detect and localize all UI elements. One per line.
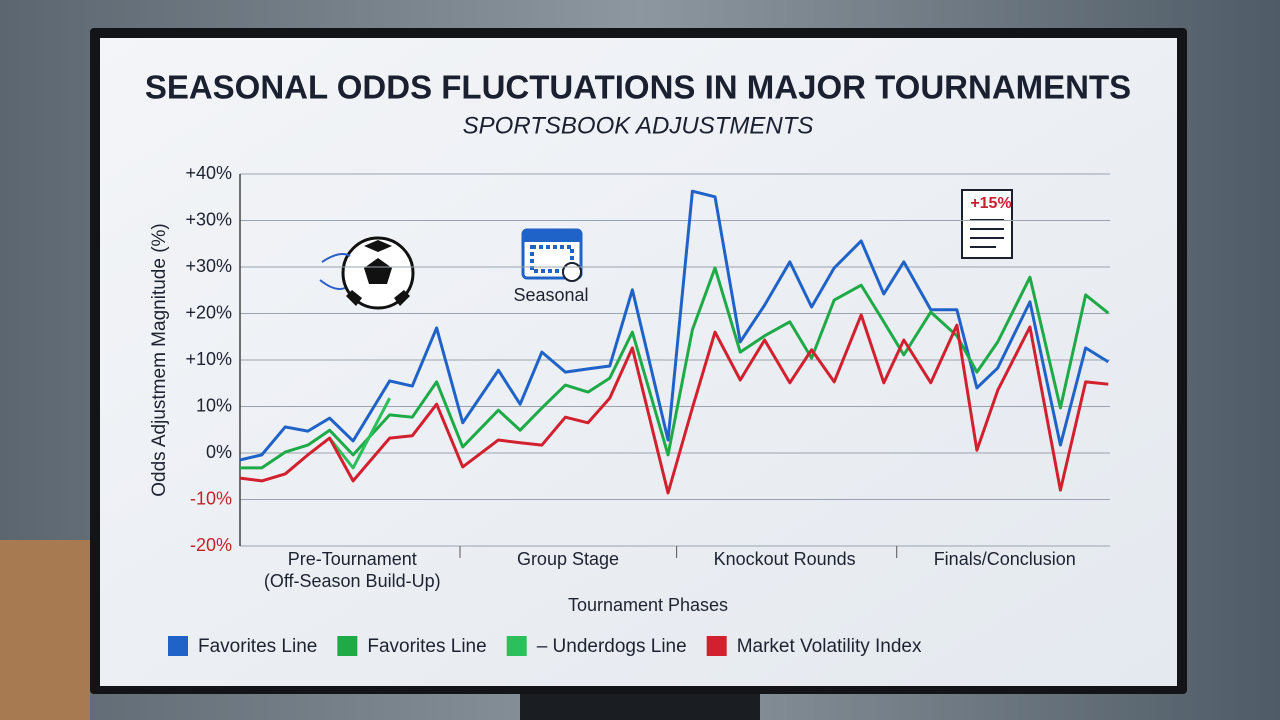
monitor-stand	[520, 690, 760, 720]
x-tick-label: Group Stage	[517, 549, 619, 569]
chair	[0, 540, 90, 720]
y-tick-label: 0%	[206, 442, 232, 462]
series-line	[239, 189, 1110, 462]
document-icon	[961, 189, 1013, 259]
legend-label: Favorites Line	[198, 636, 317, 657]
annotation: +15%	[970, 195, 1011, 212]
x-tick-label: Knockout Rounds	[714, 549, 856, 569]
x-axis-label: Tournament Phases	[568, 595, 728, 615]
legend-swatch	[706, 636, 727, 656]
x-tick-line: (Off-Season Build-Up)	[264, 571, 441, 591]
y-tick-label: -10%	[190, 488, 232, 508]
legend-swatch	[168, 636, 188, 656]
series-line	[328, 397, 391, 470]
x-tick-line: Finals/Conclusion	[934, 549, 1076, 569]
legend-label: Market Volatility Index	[737, 636, 922, 657]
chart-subtitle: SPORTSBOOK ADJUSTMENTS	[463, 112, 814, 139]
y-tick-label: 10%	[196, 395, 232, 415]
chart-title: SEASONAL ODDS FLUCTUATIONS IN MAJOR TOUR…	[145, 69, 1131, 106]
y-tick-label: +30%	[185, 256, 232, 276]
annotation: Seasonal	[513, 285, 588, 305]
y-tick-label: +40%	[185, 163, 232, 183]
soccer-icon	[319, 236, 415, 310]
x-tick-line: Group Stage	[517, 549, 619, 569]
legend-swatch	[506, 636, 527, 656]
y-tick-label: +20%	[185, 302, 232, 322]
y-tick-label: +30%	[185, 209, 232, 229]
y-tick-label: -20%	[190, 535, 232, 555]
legend-swatch	[337, 636, 358, 656]
x-tick-line: Pre-Tournament	[288, 549, 417, 569]
calendar-icon	[521, 228, 583, 282]
x-tick-label: Finals/Conclusion	[934, 549, 1076, 569]
x-tick-line: Knockout Rounds	[714, 549, 856, 569]
x-tick-label: Pre-Tournament (Off-Season Build-Up)	[264, 549, 441, 591]
legend-label: – Underdogs Line	[537, 636, 687, 657]
screen	[100, 38, 1177, 686]
y-tick-label: +10%	[185, 349, 232, 369]
series-line	[239, 313, 1109, 495]
legend-label: Favorites Line	[367, 636, 486, 657]
y-axis-label: Odds Adjustmem Magnitude (%)	[149, 223, 170, 497]
